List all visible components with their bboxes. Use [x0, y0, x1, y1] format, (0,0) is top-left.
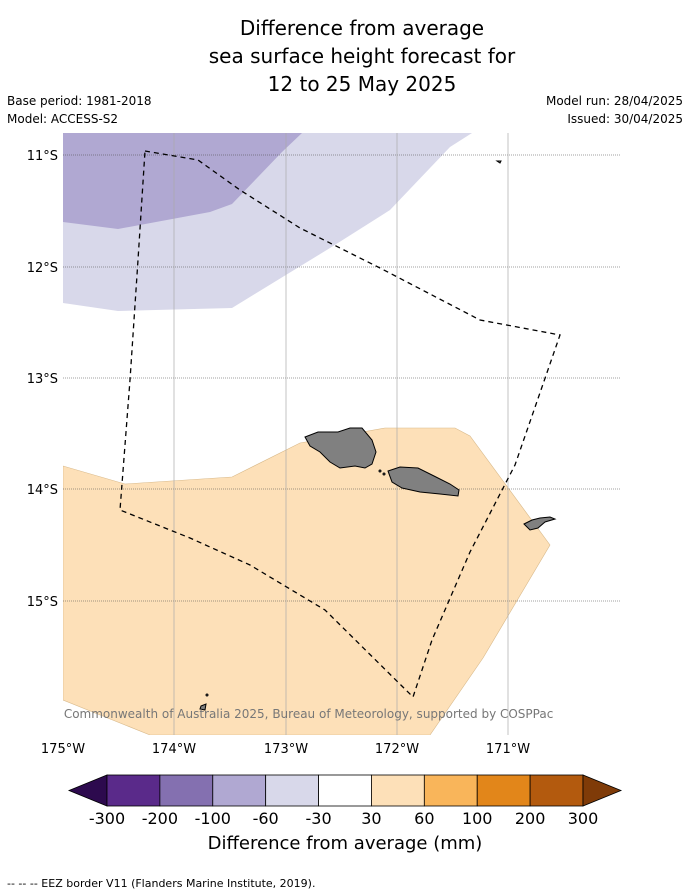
colorbar-tick-label: 100 — [462, 809, 493, 828]
eez-legend-note: -- -- -- EEZ border V11 (Flanders Marine… — [7, 877, 316, 890]
lon-labels: 175°W 174°W 173°W 172°W 171°W — [41, 742, 530, 757]
copyright-text: © Commonwealth of Australia 2025, Bureau… — [48, 707, 553, 721]
eez-border — [119, 150, 561, 699]
colorbar-extend-low — [67, 774, 108, 807]
lat-label-11s: 11°S — [27, 149, 58, 164]
issued-date: Issued: 30/04/2025 — [567, 112, 683, 126]
lon-label-171w: 171°W — [486, 742, 530, 757]
upolu-island — [387, 466, 460, 497]
anomaly-region-lavender — [63, 133, 302, 229]
small-island-south — [199, 703, 207, 711]
savaii-island — [304, 427, 377, 469]
model-run: Model run: 28/04/2025 — [545, 94, 683, 108]
swains-island — [495, 160, 502, 164]
colorbar-tick-label: -100 — [195, 809, 231, 828]
colorbar-tick-label: 200 — [515, 809, 546, 828]
lon-label-175w: 175°W — [41, 742, 85, 757]
colorbar-segment — [265, 774, 319, 807]
colorbar-tick-label: 60 — [414, 809, 434, 828]
title-line-3: 12 to 25 May 2025 — [267, 72, 457, 96]
colorbar: -300 -200 -100 -60 -30 30 60 100 200 300 — [67, 774, 623, 828]
colorbar-segment — [159, 774, 214, 807]
colorbar-segment — [371, 774, 425, 807]
land-islands — [199, 160, 557, 711]
map-area: © Commonwealth of Australia 2025, Bureau… — [48, 133, 620, 735]
small-islet — [378, 469, 382, 473]
colorbar-tick-label: -30 — [305, 809, 331, 828]
colorbar-tick-label: -300 — [89, 809, 125, 828]
lat-gridlines — [63, 154, 620, 602]
lat-labels: 11°S 12°S 13°S 14°S 15°S — [27, 149, 58, 610]
colorbar-segment — [476, 774, 531, 807]
colorbar-extend-high — [582, 774, 623, 807]
colorbar-tick-label: 30 — [361, 809, 381, 828]
base-period: Base period: 1981-2018 — [7, 94, 152, 108]
small-islet — [382, 472, 386, 476]
lat-label-13s: 13°S — [27, 372, 58, 387]
colorbar-segment — [529, 774, 584, 807]
colorbar-title: Difference from average (mm) — [207, 833, 483, 854]
title-line-2: sea surface height forecast for — [208, 44, 516, 68]
colorbar-segment — [318, 774, 372, 807]
colorbar-tick-label: 300 — [568, 809, 599, 828]
colorbar-tick-label: -200 — [142, 809, 178, 828]
chart-title: Difference from average sea surface heig… — [0, 14, 690, 98]
colorbar-tick-label: -60 — [253, 809, 279, 828]
lat-label-12s: 12°S — [27, 261, 58, 276]
small-islet — [205, 693, 209, 697]
tutuila-island — [523, 516, 557, 531]
anomaly-region-peach — [63, 427, 551, 735]
lon-label-173w: 173°W — [264, 742, 308, 757]
colorbar-segment — [212, 774, 267, 807]
colorbar-segment — [423, 774, 478, 807]
colorbar-segment — [106, 774, 161, 807]
title-line-1: Difference from average — [239, 16, 485, 40]
lon-label-172w: 172°W — [375, 742, 419, 757]
model-name: Model: ACCESS-S2 — [7, 112, 119, 126]
lon-label-174w: 174°W — [152, 742, 196, 757]
lat-label-14s: 14°S — [27, 483, 58, 498]
lon-gridlines — [173, 133, 509, 735]
lat-label-15s: 15°S — [27, 595, 58, 610]
